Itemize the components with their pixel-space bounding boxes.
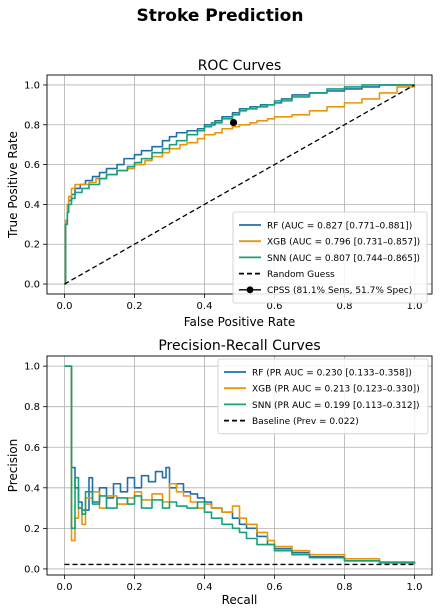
x-tick-label: 0.2 [127,582,143,593]
series-line-1 [64,84,416,285]
y-tick-label: 0.2 [24,524,40,535]
x-tick-label: 0.2 [127,301,143,312]
series-line-1 [64,365,416,564]
legend: RF (AUC = 0.827 [0.771–0.881]) XGB (AUC =… [232,211,428,304]
x-tick-label: 1.0 [407,582,423,593]
legend-label: Random Guess [267,270,335,280]
series-line-3 [64,84,415,285]
y-axis-label: Precision [6,439,20,493]
y-tick-label: 0.2 [24,240,40,251]
chart-roc: ROC Curves 0.0 0.0 0.2 0.2 0.4 0.4 0.6 0.6 0.8 0.8… [6,58,433,329]
y-tick-label: 0.4 [24,200,40,211]
y-tick-label: 0.8 [24,402,40,413]
chart-title: ROC Curves [198,58,282,74]
figure-suptitle: Stroke Prediction [137,6,304,26]
y-tick-label: 1.0 [24,80,40,91]
x-axis-label: Recall [222,593,258,607]
y-tick-label: 0.8 [24,120,40,131]
legend-label: SNN (AUC = 0.807 [0.744–0.865]) [267,254,420,264]
series-line-0 [64,365,416,563]
series-line-2 [64,84,415,285]
legend-label: RF (AUC = 0.827 [0.771–0.881]) [267,221,412,231]
series-line-2 [64,365,416,564]
grid [47,75,432,294]
cpss-point [229,118,238,127]
x-tick-label: 0.4 [197,582,213,593]
legend-label: SNN (PR AUC = 0.199 [0.113–0.312]) [252,401,420,411]
x-tick-label: 0.6 [267,301,283,312]
axes-frame [46,355,433,576]
y-tick-label: 0.6 [24,160,40,171]
legend-label: XGB (PR AUC = 0.213 [0.123–0.330]) [252,385,420,395]
series-group [64,365,416,566]
y-axis-label: True Positive Rate [6,131,20,239]
y-tick-label: 0.0 [24,280,40,291]
chart-title: Precision-Recall Curves [158,338,320,354]
legend-box [232,211,428,304]
legend-box [217,358,429,435]
y-tick-label: 0.0 [24,564,40,575]
legend-label: Baseline (Prev = 0.022) [252,417,359,427]
x-tick-label: 0.4 [197,301,213,312]
legend-label: XGB (AUC = 0.796 [0.731–0.857]) [267,238,420,248]
x-tick-label: 0.6 [267,582,283,593]
legend-label: CPSS (81.1% Sens, 51.7% Spec) [267,286,412,296]
legend-label: RF (PR AUC = 0.230 [0.133–0.358]) [252,368,412,378]
series-group [64,84,416,285]
legend-marker [246,286,254,294]
y-tick-label: 0.6 [24,443,40,454]
x-tick-label: 1.0 [407,301,423,312]
x-tick-label: 0.8 [337,301,353,312]
x-tick-label: 0.0 [57,582,73,593]
x-tick-label: 0.8 [337,582,353,593]
chart-pr: Precision-Recall Curves 0.0 0.0 0.2 0.2 0.4 0.… [6,338,433,607]
legend: RF (PR AUC = 0.230 [0.133–0.358]) XGB (PR… [217,358,429,435]
x-axis-label: False Positive Rate [184,315,296,329]
y-tick-label: 1.0 [24,362,40,373]
x-tick-label: 0.0 [57,301,73,312]
charts-container: ROC Curves 0.0 0.0 0.2 0.2 0.4 0.4 0.6 0.6 0.8 0.8… [6,58,433,607]
y-tick-label: 0.4 [24,483,40,494]
